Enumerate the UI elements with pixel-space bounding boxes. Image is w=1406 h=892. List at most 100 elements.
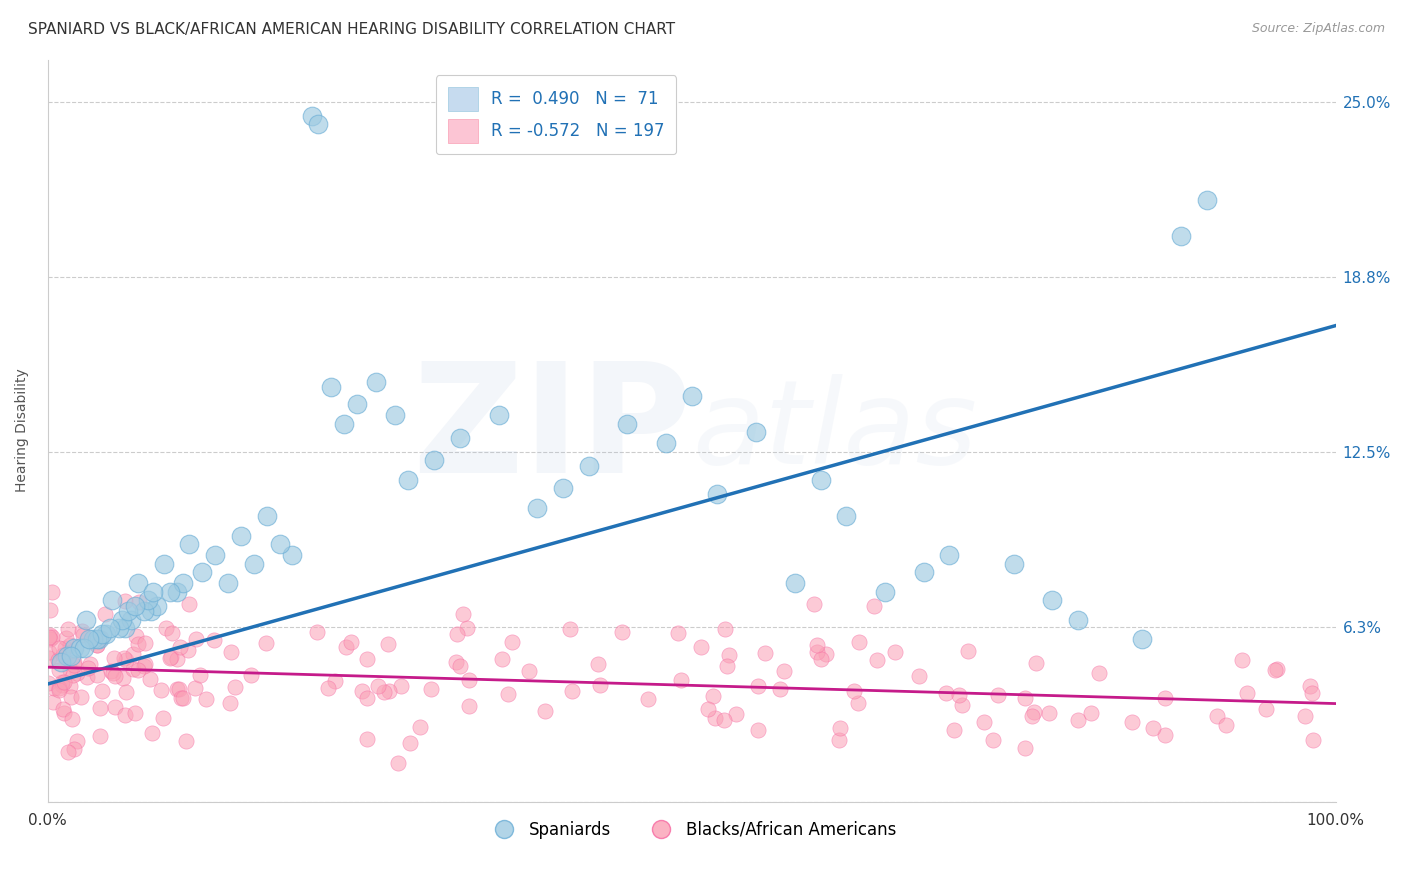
Point [1215, 718, 1237, 732]
Point [111, 671, 134, 685]
Point [316, 681, 339, 695]
Point [254, 636, 277, 650]
Point [1021, 708, 1043, 723]
Point [1121, 714, 1143, 729]
Point [835, 508, 858, 523]
Point [578, 458, 600, 473]
Point [1038, 706, 1060, 720]
Point [39, 632, 62, 647]
Point [456, 621, 478, 635]
Point [419, 682, 441, 697]
Point [754, 646, 776, 660]
Point [75, 613, 97, 627]
Point [66, 665, 89, 680]
Point [373, 685, 395, 699]
Point [69, 640, 91, 655]
Point [150, 682, 173, 697]
Point [170, 691, 193, 706]
Point [588, 678, 610, 692]
Point [655, 436, 678, 450]
Point [70, 624, 93, 639]
Point [221, 645, 243, 659]
Point [127, 637, 149, 651]
Point [121, 647, 143, 661]
Point [172, 691, 194, 706]
Point [48, 653, 70, 667]
Text: atlas: atlas [692, 374, 977, 488]
Point [981, 732, 1004, 747]
Point [70, 690, 93, 704]
Point [159, 584, 181, 599]
Point [111, 613, 134, 627]
Point [166, 682, 188, 697]
Point [378, 684, 401, 698]
Point [423, 453, 446, 467]
Point [63, 658, 86, 673]
Point [862, 599, 884, 613]
Point [89, 632, 111, 647]
Point [1014, 691, 1036, 706]
Point [204, 548, 226, 562]
Point [184, 681, 207, 695]
Point [58, 664, 80, 678]
Point [616, 417, 638, 431]
Point [136, 593, 159, 607]
Point [174, 733, 197, 747]
Point [281, 548, 304, 562]
Point [51, 678, 73, 692]
Point [62, 640, 84, 655]
Point [1040, 593, 1063, 607]
Point [134, 604, 156, 618]
Point [94, 607, 117, 621]
Point [121, 613, 143, 627]
Point [534, 704, 557, 718]
Point [725, 706, 748, 721]
Point [101, 665, 124, 680]
Point [188, 667, 211, 681]
Point [41, 584, 63, 599]
Point [912, 565, 935, 579]
Point [366, 375, 388, 389]
Point [77, 632, 100, 647]
Point [352, 684, 374, 698]
Legend: Spaniards, Blacks/African Americans: Spaniards, Blacks/African Americans [481, 814, 903, 846]
Point [810, 473, 832, 487]
Point [114, 621, 136, 635]
Point [956, 644, 979, 658]
Point [100, 664, 122, 678]
Point [56, 745, 79, 759]
Point [769, 681, 792, 696]
Point [747, 679, 769, 693]
Point [669, 673, 692, 687]
Point [1265, 662, 1288, 676]
Point [1132, 632, 1154, 647]
Point [307, 117, 329, 131]
Point [107, 621, 129, 635]
Point [86, 639, 108, 653]
Point [1153, 691, 1175, 706]
Point [52, 648, 75, 663]
Point [114, 708, 136, 723]
Point [346, 397, 368, 411]
Point [907, 669, 929, 683]
Point [1080, 706, 1102, 721]
Point [950, 698, 973, 712]
Point [59, 648, 82, 663]
Point [446, 627, 468, 641]
Point [139, 672, 162, 686]
Point [1206, 709, 1229, 723]
Text: SPANIARD VS BLACK/AFRICAN AMERICAN HEARING DISABILITY CORRELATION CHART: SPANIARD VS BLACK/AFRICAN AMERICAN HEARI… [28, 22, 675, 37]
Point [844, 683, 866, 698]
Point [690, 640, 713, 654]
Point [90, 631, 112, 645]
Point [127, 576, 149, 591]
Point [243, 557, 266, 571]
Point [169, 640, 191, 655]
Point [1025, 656, 1047, 670]
Point [396, 473, 419, 487]
Point [38, 628, 60, 642]
Point [202, 632, 225, 647]
Point [98, 621, 121, 635]
Point [948, 688, 970, 702]
Point [48, 663, 70, 677]
